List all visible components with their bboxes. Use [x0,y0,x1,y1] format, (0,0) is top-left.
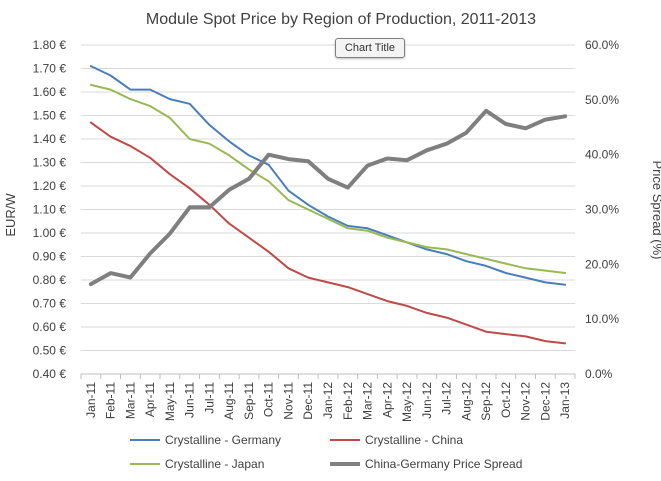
x-tick-label: Sep-12 [479,382,493,421]
legend-label: Crystalline - Germany [165,433,281,447]
y-tick-label: 1.30 € [33,156,67,170]
legend: Crystalline - Germany Crystalline - China… [130,433,522,471]
x-tick-label: Sep-11 [242,382,256,420]
series-line-crystalline-germany [89,65,567,286]
legend-label: Crystalline - Japan [165,457,264,471]
y-tick-label: 0.70 € [33,297,67,311]
series-line-crystalline-japan [89,83,567,274]
axes: 1.80 € 1.70 € 1.60 € 1.50 € 1.40 € 1.30 € 1.20… [33,38,620,422]
x-tick-label: Apr-12 [380,382,394,418]
y-tick-label: 0.60 € [33,320,67,334]
x-tick-label: Jan-13 [558,382,572,419]
x-tick-label: Oct-11 [262,382,276,417]
y-tick-label: 1.10 € [33,203,67,217]
x-tick-label: Mar-12 [361,382,375,420]
x-tick-label: Mar-11 [123,382,137,419]
x-tick-label: Jan-12 [321,382,335,419]
y-axis-label: EUR/W [3,193,18,237]
x-tick-label: Dec-11 [301,382,315,420]
x-tick-label: Nov-11 [281,382,295,420]
x-tick-label: Jun-12 [420,382,434,419]
x-tick-label: Feb-11 [104,382,118,419]
x-tick-label: Oct-12 [499,382,513,418]
x-tick-label: Apr-11 [143,382,157,417]
y2-tick-label: 20.0% [585,257,619,271]
y-tick-label: 1.70 € [33,62,67,76]
x-tick-label: May-11 [163,382,177,421]
y2-tick-label: 0.0% [585,367,613,381]
y2-tick-label: 40.0% [585,148,619,162]
y2-axis-label: Price Spread (%) [650,161,661,260]
x-tick-label: Dec-12 [538,382,552,421]
y-tick-label: 1.00 € [33,226,67,240]
chart-title-button[interactable]: Chart Title [335,38,405,58]
x-tick-label: Feb-12 [341,382,355,420]
y-tick-label: 1.20 € [33,179,67,193]
legend-label: Crystalline - China [365,433,463,447]
x-tick-label: Aug-11 [222,382,236,420]
y2-tick-label: 10.0% [585,312,619,326]
y-tick-label: 0.80 € [33,273,67,287]
x-tick-label: Jun-11 [183,382,197,418]
x-tick-label: Jul-12 [440,382,454,415]
y2-tick-label: 50.0% [585,93,619,107]
y-tick-label: 1.40 € [33,132,67,146]
gridlines [81,44,575,375]
x-tick-label: May-12 [400,382,414,422]
series-line-crystalline-china [89,121,567,345]
x-tick-label: Nov-12 [519,382,533,421]
y-tick-label: 1.60 € [33,85,67,99]
series-line-china-germany-price-spread [88,108,568,287]
y-tick-label: 0.40 € [33,367,67,381]
y-tick-label: 0.50 € [33,344,67,358]
y-tick-label: 0.90 € [33,250,67,264]
y2-tick-label: 60.0% [585,38,619,52]
y-tick-label: 1.80 € [33,38,67,52]
x-tick-label: Jan-11 [84,382,98,418]
y-tick-label: 1.50 € [33,109,67,123]
y2-tick-label: 30.0% [585,203,619,217]
chart-title: Module Spot Price by Region of Productio… [146,11,536,28]
legend-label: China-Germany Price Spread [365,457,522,471]
x-tick-label: Aug-12 [459,382,473,421]
x-tick-label: Jul-11 [202,382,216,414]
series-lines [88,65,568,345]
